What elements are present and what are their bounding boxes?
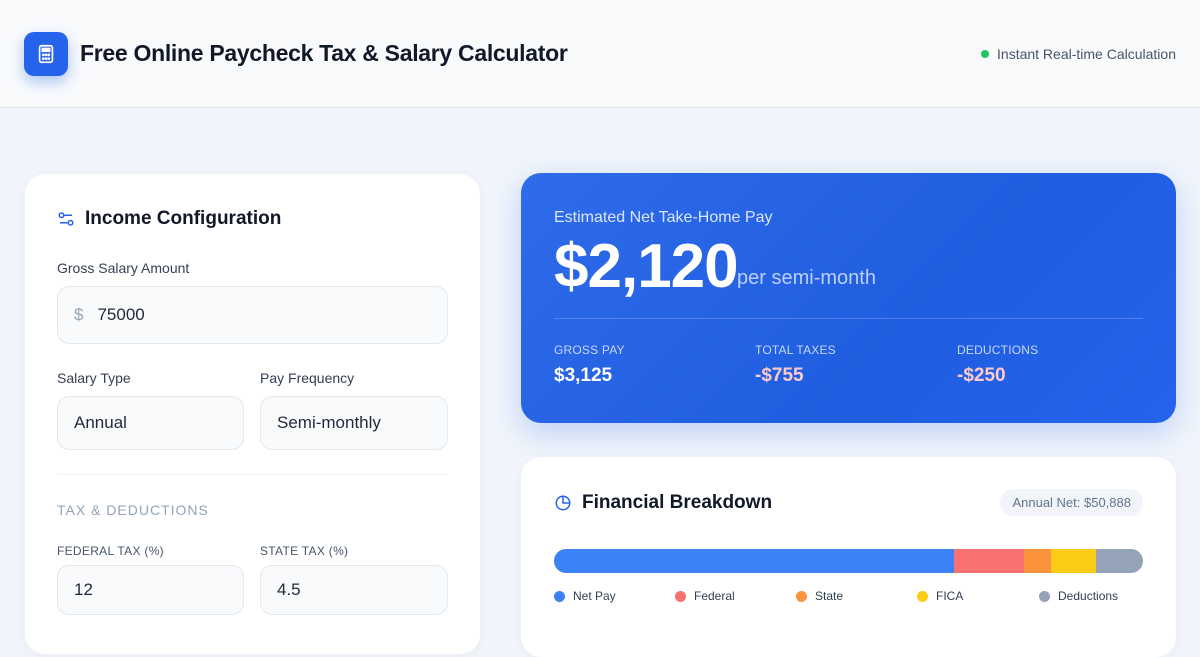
bar-segment-fica xyxy=(1050,549,1096,573)
status-indicator: Instant Real-time Calculation xyxy=(981,46,1176,62)
sliders-icon xyxy=(58,212,74,226)
app-header: Free Online Paycheck Tax & Salary Calcul… xyxy=(0,0,1200,108)
federal-tax-input[interactable]: 12 xyxy=(57,565,244,615)
legend-item: FICA xyxy=(917,589,963,603)
divider xyxy=(554,318,1143,319)
net-pay-summary-card: Estimated Net Take-Home Pay $2,120 per s… xyxy=(521,173,1176,423)
legend-item: Deductions xyxy=(1039,589,1118,603)
total-taxes-stat: TOTAL TAXES -$755 xyxy=(755,343,836,387)
income-configuration-heading: Income Configuration xyxy=(57,208,281,230)
legend-label: FICA xyxy=(936,589,964,603)
legend-label: State xyxy=(815,589,844,603)
legend-dot-icon xyxy=(1039,590,1050,602)
gross-pay-label: GROSS PAY xyxy=(554,343,625,357)
status-dot-icon xyxy=(981,50,990,58)
financial-breakdown-panel: Financial Breakdown Annual Net: $50,888 … xyxy=(521,457,1176,657)
gross-salary-value: 75000 xyxy=(97,305,145,324)
pay-frequency-label: Pay Frequency xyxy=(260,370,355,386)
deductions-stat: DEDUCTIONS -$250 xyxy=(957,343,1038,387)
legend-item: State xyxy=(796,589,843,603)
net-pay-amount: $2,120 xyxy=(554,232,739,301)
breakdown-bar xyxy=(554,549,1143,573)
federal-tax-label: FEDERAL TAX (%) xyxy=(57,544,164,558)
calculator-icon xyxy=(24,32,68,76)
legend-dot-icon xyxy=(917,590,928,602)
status-text: Instant Real-time Calculation xyxy=(997,46,1176,62)
salary-type-label: Salary Type xyxy=(57,370,131,386)
salary-type-select[interactable]: Annual xyxy=(57,396,244,450)
legend-label: Deductions xyxy=(1058,589,1119,603)
page-title: Free Online Paycheck Tax & Salary Calcul… xyxy=(80,40,568,66)
legend-dot-icon xyxy=(554,590,565,602)
tax-deductions-heading: TAX & DEDUCTIONS xyxy=(57,502,209,518)
bar-segment-net-pay xyxy=(554,549,954,573)
gross-salary-input[interactable]: $ 75000 xyxy=(57,286,448,344)
bar-segment-state xyxy=(1024,549,1051,573)
pay-frequency-select[interactable]: Semi-monthly xyxy=(260,396,448,450)
net-pay-caption: Estimated Net Take-Home Pay xyxy=(554,209,773,226)
gross-pay-value: $3,125 xyxy=(554,365,613,386)
pay-period-text: per semi-month xyxy=(737,267,876,289)
financial-breakdown-heading: Financial Breakdown xyxy=(554,492,772,514)
currency-symbol: $ xyxy=(74,305,84,324)
legend-label: Federal xyxy=(694,589,735,603)
divider xyxy=(57,474,448,475)
bar-segment-deductions xyxy=(1095,549,1143,573)
income-configuration-panel: Income Configuration Gross Salary Amount… xyxy=(25,174,480,654)
bar-segment-federal xyxy=(953,549,1025,573)
total-taxes-label: TOTAL TAXES xyxy=(755,343,836,357)
deductions-value: -$250 xyxy=(957,365,1006,386)
legend-dot-icon xyxy=(675,590,686,602)
legend-dot-icon xyxy=(796,590,807,602)
legend-label: Net Pay xyxy=(573,589,616,603)
income-configuration-title: Income Configuration xyxy=(85,208,282,229)
financial-breakdown-title: Financial Breakdown xyxy=(582,492,773,513)
annual-net-badge: Annual Net: $50,888 xyxy=(1000,489,1143,516)
gross-pay-stat: GROSS PAY $3,125 xyxy=(554,343,625,387)
legend-item: Net Pay xyxy=(554,589,616,603)
pie-chart-icon xyxy=(555,495,571,511)
total-taxes-value: -$755 xyxy=(755,365,804,386)
legend-item: Federal xyxy=(675,589,735,603)
state-tax-input[interactable]: 4.5 xyxy=(260,565,448,615)
state-tax-label: STATE TAX (%) xyxy=(260,544,349,558)
deductions-label: DEDUCTIONS xyxy=(957,343,1039,357)
gross-salary-label: Gross Salary Amount xyxy=(57,260,190,276)
